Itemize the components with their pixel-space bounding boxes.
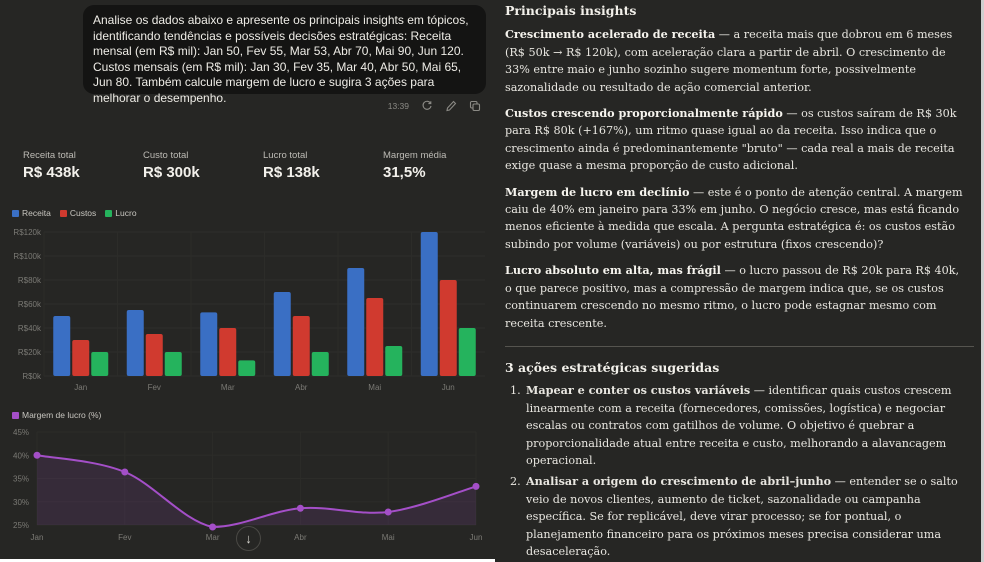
artifact-panel: Analise os dados abaixo e apresente os p… [0,0,495,559]
margin-line-chart: 25% 30% 35% 40% 45% Jan Fev Mar Abr Mai Jun [13,428,483,542]
stat-margem-media: Margem média 31,5% [383,150,447,181]
user-message-text: Analise os dados abaixo e apresente os p… [93,13,469,105]
svg-text:R$20k: R$20k [18,348,42,357]
action-item: 2. Analisar a origem do crescimento de ab… [510,474,958,558]
svg-text:30%: 30% [13,498,29,507]
custos-swatch-icon [59,209,67,217]
insight-item: Margem de lucro em declínio — este é o p… [505,184,963,251]
section-divider [505,345,974,347]
svg-text:Jun: Jun [442,383,455,392]
action-item: 1. Mapear e conter os custos variáveis — … [510,383,952,467]
svg-text:Jun: Jun [470,533,483,542]
legend-receita: Receita [12,208,51,218]
arrow-down-icon: ↓ [245,531,252,546]
retry-icon[interactable] [421,100,433,112]
actions-list: 1. Mapear e conter os custos variáveis — … [505,382,967,562]
svg-text:R$100k: R$100k [13,252,42,261]
svg-text:R$60k: R$60k [18,300,42,309]
svg-text:Mai: Mai [368,383,381,392]
svg-text:R$80k: R$80k [18,276,42,285]
bar-chart: R$0k R$20k R$40k R$60k R$80k R$100k R$120k Jan F… [13,228,485,392]
margem-swatch-icon [12,411,19,419]
insight-item: Lucro absoluto em alta, mas frágil — o l… [505,263,960,330]
line-chart-legend: Margem de lucro (%) [12,410,101,420]
insight-item: Crescimento acelerado de receita — a rec… [505,27,953,94]
svg-text:Jan: Jan [31,533,44,542]
svg-text:Jan: Jan [74,383,87,392]
svg-text:Abr: Abr [295,383,308,392]
svg-text:Abr: Abr [294,533,307,542]
receita-swatch-icon [12,209,19,217]
stat-receita-total: Receita total R$ 438k [23,150,80,181]
lucro-swatch-icon [105,209,113,217]
insights-heading: Principais insights [505,3,637,18]
svg-text:Fev: Fev [148,383,161,392]
svg-text:35%: 35% [13,475,29,484]
assistant-response: Principais insights Crescimento acelerad… [495,0,984,562]
svg-text:R$0k: R$0k [22,372,42,381]
legend-lucro: Lucro [105,208,137,218]
copy-icon[interactable] [469,100,481,112]
svg-text:45%: 45% [13,428,29,437]
svg-text:Fev: Fev [118,533,131,542]
message-time: 13:39 [387,101,409,111]
insight-item: Custos crescendo proporcionalmente rápid… [505,106,957,173]
bar-chart-legend: Receita Custos Lucro [12,208,137,218]
actions-heading: 3 ações estratégicas sugeridas [505,359,720,375]
svg-text:25%: 25% [13,521,29,530]
svg-text:Mai: Mai [382,533,395,542]
stat-lucro-total: Lucro total R$ 138k [263,150,320,181]
svg-text:Mar: Mar [206,533,220,542]
summary-stats: Receita total R$ 438k Custo total R$ 300… [23,150,495,181]
window-edge [981,0,984,562]
stat-custo-total: Custo total R$ 300k [143,150,200,181]
user-message-bubble: Analise os dados abaixo e apresente os p… [83,5,486,105]
message-actions: 13:39 [388,100,481,112]
svg-text:R$40k: R$40k [18,324,42,333]
legend-custos: Custos [59,208,96,218]
svg-text:R$120k: R$120k [13,228,42,237]
scroll-down-button[interactable]: ↓ [236,526,261,551]
svg-text:Mar: Mar [221,383,235,392]
svg-text:40%: 40% [13,451,29,460]
edit-icon[interactable] [445,100,457,112]
